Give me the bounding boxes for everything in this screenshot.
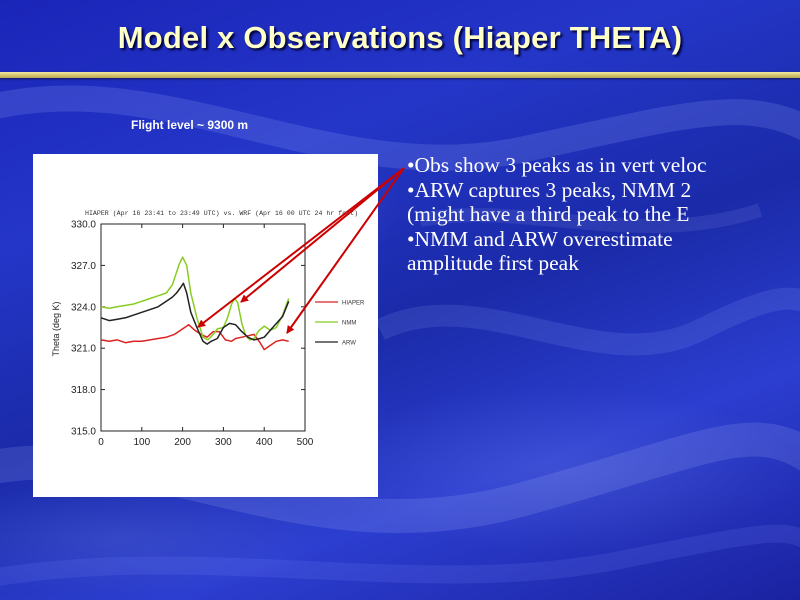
legend-label-nmm: NMM bbox=[342, 321, 356, 327]
y-tick-label: 324.0 bbox=[71, 302, 96, 313]
chart-title: HIAPER (Apr 16 23:41 to 23:49 UTC) vs. W… bbox=[85, 210, 358, 217]
x-tick-label: 300 bbox=[215, 437, 232, 448]
plot-frame bbox=[100, 223, 306, 432]
slide-title: Model x Observations (Hiaper THETA) bbox=[117, 20, 683, 55]
x-tick-label: 200 bbox=[174, 437, 191, 448]
bullet-line: amplitude first peak bbox=[407, 251, 579, 276]
theta-line-chart: HIAPER (Apr 16 23:41 to 23:49 UTC) vs. W… bbox=[51, 210, 365, 448]
bullet-line: •Obs show 3 peaks as in vert veloc bbox=[407, 153, 707, 177]
legend-label-hiaper: HIAPER bbox=[342, 301, 365, 307]
series-line-hiaper bbox=[100, 323, 289, 351]
y-tick-label: 315.0 bbox=[71, 427, 96, 438]
y-tick-label: 318.0 bbox=[71, 385, 96, 396]
bullet-line: •NMM and ARW overestimate bbox=[407, 226, 673, 251]
bullet-line: •ARW captures 3 peaks, NMM 2 bbox=[407, 177, 692, 202]
x-tick-label: 0 bbox=[98, 437, 104, 448]
y-axis-label: Theta (deg K) bbox=[51, 301, 61, 356]
plot-panel: HIAPER (Apr 16 23:41 to 23:49 UTC) vs. W… bbox=[33, 154, 378, 497]
flight-level-label: Flight level ~ 9300 m bbox=[131, 118, 249, 132]
series-line-nmm bbox=[100, 256, 290, 341]
x-tick-label: 500 bbox=[297, 437, 314, 448]
x-tick-label: 100 bbox=[133, 437, 150, 448]
title-divider bbox=[0, 72, 800, 78]
bullet-line: (might have a third peak to the E bbox=[407, 202, 690, 227]
series-line-arw bbox=[100, 282, 290, 345]
x-tick-label: 400 bbox=[256, 437, 273, 448]
y-tick-label: 327.0 bbox=[71, 261, 96, 272]
legend-label-arw: ARW bbox=[342, 341, 356, 347]
y-tick-label: 321.0 bbox=[71, 344, 96, 355]
bullet-list: •Obs show 3 peaks as in vert veloc •ARW … bbox=[407, 153, 800, 276]
y-tick-label: 330.0 bbox=[71, 220, 96, 231]
